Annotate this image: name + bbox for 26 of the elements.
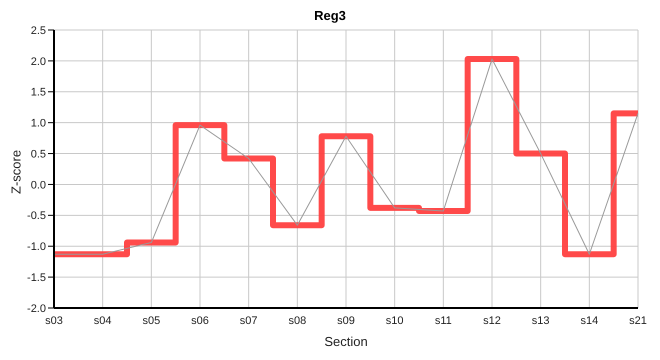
x-tick-label: s10	[386, 314, 404, 327]
x-tick-label: s21	[629, 314, 647, 327]
x-tick-label: s11	[434, 314, 452, 327]
chart-title: Reg3	[313, 8, 347, 25]
y-axis-title: Z-score	[8, 150, 24, 194]
x-tick-label: s03	[45, 314, 63, 327]
y-tick-label: 1.5	[30, 86, 46, 99]
x-tick-label: s14	[580, 314, 598, 327]
x-tick-label: s13	[532, 314, 550, 327]
y-tick-label: -1.5	[27, 272, 46, 284]
y-tick-label: -2.0	[27, 302, 46, 315]
x-tick-label: s06	[191, 314, 209, 327]
x-tick-label: s07	[240, 314, 258, 327]
x-tick-label: s05	[142, 314, 160, 327]
y-tick-label: -1.0	[27, 241, 46, 254]
y-tick-label: -0.5	[27, 210, 46, 222]
x-tick-label: s08	[288, 314, 306, 327]
y-tick-label: 0.5	[30, 148, 46, 160]
y-tick-label: 1.0	[30, 118, 46, 130]
x-tick-label: s09	[337, 314, 355, 327]
y-tick-label: 0.0	[30, 179, 46, 192]
y-tick-label: 2.5	[30, 24, 46, 37]
x-axis-title: Section	[324, 334, 368, 349]
y-tick-label: 2.0	[30, 56, 46, 68]
x-tick-label: s12	[483, 314, 501, 327]
x-tick-label: s04	[94, 314, 112, 327]
